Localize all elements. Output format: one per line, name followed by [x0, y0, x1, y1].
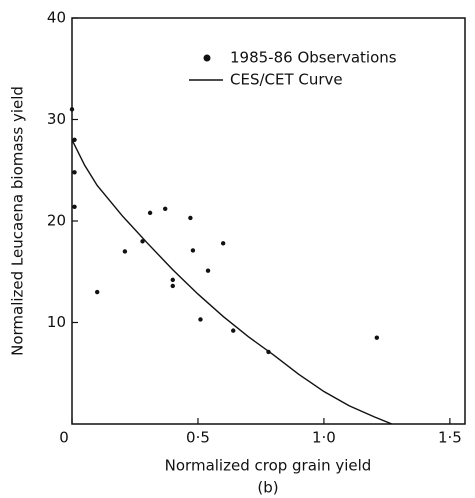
caption: (b) — [257, 479, 278, 497]
y-tick-label: 20 — [47, 212, 66, 230]
point — [140, 239, 145, 244]
point — [205, 268, 211, 273]
point — [163, 206, 168, 212]
point — [231, 328, 236, 333]
legend-marker — [203, 54, 211, 62]
y-axis-label: Normalized Leucaena biomass yield — [9, 86, 27, 356]
point — [198, 317, 203, 322]
point — [188, 215, 193, 221]
legend-label: 1985-86 Observations — [230, 49, 397, 67]
point — [170, 283, 175, 289]
point — [94, 289, 100, 295]
point — [69, 107, 75, 112]
point — [122, 249, 128, 254]
x-tick-label: 1·0 — [312, 429, 336, 447]
point — [374, 335, 380, 340]
point — [190, 248, 196, 253]
point — [72, 170, 77, 175]
y-tick-label: 30 — [47, 110, 66, 128]
point — [147, 210, 153, 216]
x-tick-label: 0 — [59, 429, 69, 447]
y-tick-label: 10 — [47, 313, 66, 331]
y-tick-label: 40 — [47, 9, 66, 27]
point — [220, 241, 226, 246]
legend-label: CES/CET Curve — [230, 71, 343, 89]
x-tick-label: 0·5 — [186, 429, 210, 447]
point — [72, 137, 77, 142]
x-axis-label: Normalized crop grain yield — [165, 457, 372, 475]
point — [170, 277, 175, 283]
point — [72, 204, 77, 209]
curve — [71, 139, 393, 425]
x-tick-label: 1·5 — [438, 429, 462, 447]
